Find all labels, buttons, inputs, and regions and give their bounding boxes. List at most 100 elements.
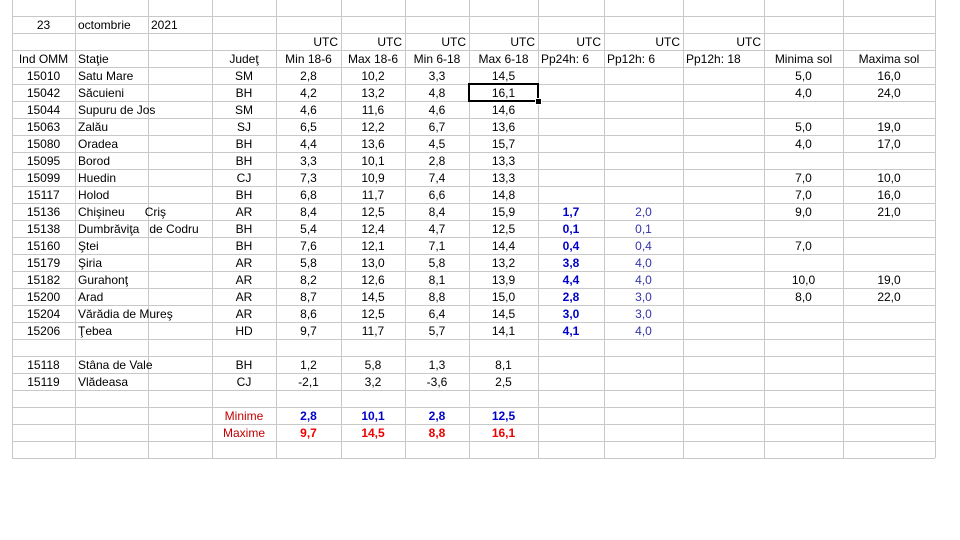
cell: 6,5 [300, 120, 317, 134]
cell: Şiria [78, 256, 103, 270]
cell: 15118 [27, 358, 60, 372]
column-line [683, 0, 684, 458]
cell: 7,1 [428, 239, 446, 253]
cell: 17,0 [877, 137, 901, 151]
cell: AR [235, 205, 253, 219]
column-line [12, 0, 13, 458]
cell: octombrie [78, 18, 131, 32]
cell: 15099 [26, 171, 61, 185]
cell: BH [235, 86, 253, 100]
cell: 12,5 [491, 222, 516, 236]
cell: Ţebea [78, 324, 113, 338]
cell: 11,7 [361, 188, 385, 202]
row-line [12, 339, 935, 340]
cell: 8,2 [300, 273, 317, 287]
cell: 8,0 [795, 290, 812, 304]
cell: 15204 [26, 307, 61, 321]
cell: -3,6 [426, 375, 448, 389]
cell: SM [235, 103, 253, 117]
cell: UTC [576, 35, 601, 49]
cell: 4,0 [795, 86, 812, 100]
cell: 13,9 [491, 273, 516, 287]
cell: 3,0 [635, 307, 652, 321]
cell: 10,0 [877, 171, 901, 185]
cell: 15010 [26, 69, 61, 83]
cell: Zalău [78, 120, 109, 134]
cell: 13,2 [491, 256, 516, 270]
cell: 2,5 [495, 375, 512, 389]
cell: 15,9 [491, 205, 516, 219]
cell: 1,3 [428, 358, 446, 372]
cell: 14,1 [491, 324, 516, 338]
cell: 7,0 [795, 239, 812, 253]
cell: 6,4 [428, 307, 446, 321]
cell: 15117 [27, 188, 60, 202]
cell: 11,7 [361, 324, 385, 338]
cell: CJ [236, 171, 252, 185]
cell: 14,6 [491, 103, 516, 117]
column-line [75, 0, 76, 458]
cell: 5,4 [300, 222, 317, 236]
row-line [12, 220, 935, 221]
cell: 10,9 [361, 171, 385, 185]
cell: 15063 [26, 120, 61, 134]
cell: 5,0 [795, 69, 812, 83]
cell: Pp12h: 6 [607, 52, 656, 66]
cell: BH [235, 154, 253, 168]
cell: 5,8 [364, 358, 382, 372]
cell: SJ [236, 120, 251, 134]
cell: 15,7 [491, 137, 516, 151]
cell: Dumbrăviţa de Codru [78, 222, 199, 236]
cell: 23 [36, 18, 51, 32]
cell: 12,5 [361, 307, 385, 321]
row-line [12, 373, 935, 374]
cell: 15,0 [491, 290, 516, 304]
cell: Min 18-6 [285, 52, 332, 66]
cell: 4,6 [300, 103, 317, 117]
cell: 6,6 [428, 188, 446, 202]
row-line [12, 441, 935, 442]
row-line [12, 135, 935, 136]
cell: 19,0 [877, 120, 901, 134]
cell: AR [235, 307, 253, 321]
cell: 15206 [26, 324, 61, 338]
cell: Ind OMM [18, 52, 69, 66]
cell: BH [235, 137, 253, 151]
cell: 0,4 [562, 239, 580, 253]
row-line [12, 424, 935, 425]
cell: 6,7 [428, 120, 446, 134]
cell: UTC [377, 35, 402, 49]
cell: Minima sol [774, 52, 833, 66]
cell: Gurahonţ [78, 273, 129, 287]
selected-cell[interactable] [468, 83, 539, 102]
cell: BH [235, 222, 253, 236]
cell: 14,5 [491, 307, 516, 321]
cell: 2021 [151, 18, 178, 32]
cell: 15095 [26, 154, 61, 168]
cell: BH [235, 358, 253, 372]
cell: 15042 [26, 86, 61, 100]
cell: 10,0 [791, 273, 816, 287]
cell: 8,4 [300, 205, 317, 219]
row-line [12, 67, 935, 68]
cell: 4,4 [562, 273, 580, 287]
cell: 9,7 [300, 324, 317, 338]
fill-handle[interactable] [535, 98, 542, 105]
cell: UTC [441, 35, 466, 49]
cell: 15200 [26, 290, 61, 304]
cell: Chişineu Criş [78, 205, 167, 219]
cell: UTC [655, 35, 680, 49]
row-line [12, 305, 935, 306]
column-line [604, 0, 605, 458]
cell: 14,8 [491, 188, 516, 202]
row-line [12, 33, 935, 34]
row-line [12, 118, 935, 119]
cell: AR [235, 290, 253, 304]
cell: 3,0 [562, 307, 580, 321]
cell: CJ [236, 375, 252, 389]
column-line [538, 0, 539, 458]
cell: 16,0 [877, 69, 901, 83]
cell: 8,7 [300, 290, 317, 304]
column-line [276, 0, 277, 458]
cell: 7,6 [300, 239, 317, 253]
